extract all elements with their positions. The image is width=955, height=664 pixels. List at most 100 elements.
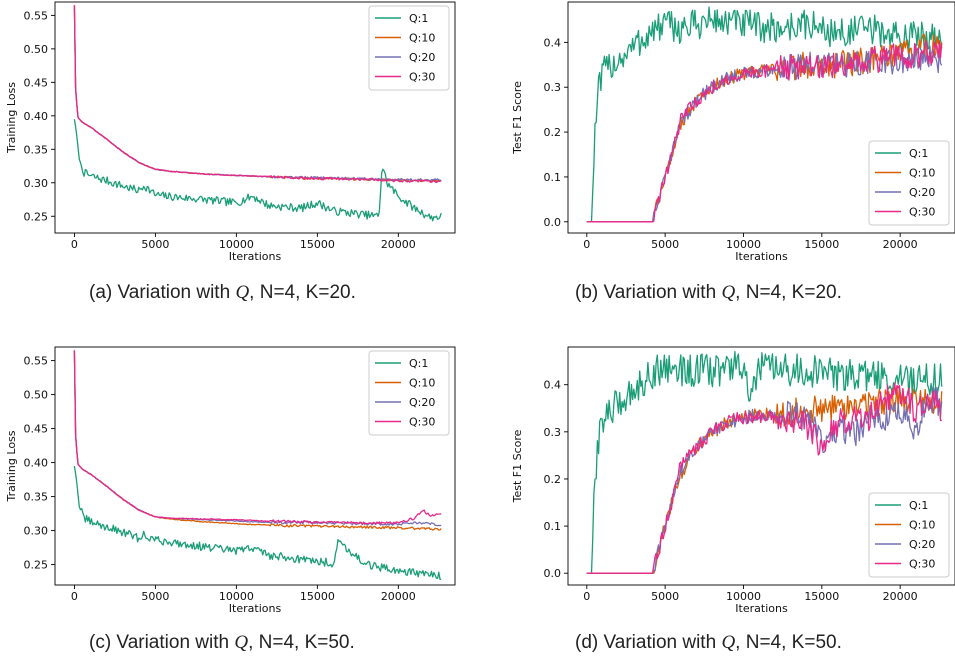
y-tick-label: 0.45 [24,423,49,436]
y-tick-label: 0.0 [544,567,562,580]
legend-label: Q:20 [409,51,435,64]
x-axis-title: Iterations [735,602,788,615]
x-tick-label: 10000 [219,590,254,603]
y-axis-title: Training Loss [5,82,18,154]
caption-c-prefix: (c) Variation with [89,632,235,653]
legend-label: Q:1 [409,12,428,25]
caption-b-prefix: (b) Variation with [575,282,722,303]
y-tick-label: 0.25 [24,210,49,223]
caption-b-q: Q [721,282,736,303]
caption-d-q: Q [721,632,736,653]
series-line-Q1 [586,351,943,574]
y-tick-label: 0.25 [24,559,49,572]
series-line-Q30 [73,350,442,525]
y-tick-label: 0.3 [544,426,562,439]
series-line-Q30 [586,40,943,223]
y-axis-title: Test F1 Score [511,429,524,503]
y-tick-label: 0.55 [24,355,49,368]
y-tick-label: 0.35 [24,491,49,504]
y-tick-label: 0.50 [24,43,49,56]
x-axis-title: Iterations [735,250,788,263]
x-tick-label: 15000 [804,590,839,603]
legend-label: Q:30 [909,206,935,219]
plot-frame [54,1,456,234]
x-tick-label: 0 [71,590,78,603]
y-tick-label: 0.50 [24,389,49,402]
y-tick-label: 0.40 [24,110,49,123]
plot-frame [567,346,955,586]
caption-a-suffix: , N=4, K=20. [249,282,356,303]
x-tick-label: 20000 [883,238,918,251]
y-tick-label: 0.30 [24,177,49,190]
legend-label: Q:1 [909,499,928,512]
y-tick-label: 0.1 [544,520,562,533]
panel-d: 0 5000 10000 15000 20000 0.0 0.1 0.2 0.3 0.4 Itera… [485,343,955,618]
x-axis-title: Iterations [229,602,282,615]
x-tick-label: 5000 [141,590,169,603]
legend-label: Q:1 [909,147,928,160]
x-tick-label: 5000 [141,238,169,251]
caption-a-q: Q [235,282,250,303]
legend-label: Q:10 [909,167,935,180]
y-tick-label: 0.0 [544,216,562,229]
caption-c: (c) Variation with Q, N=4, K=50. [89,632,355,654]
panel-c: 0 5000 10000 15000 20000 0.25 0.30 0.35 0.40 0.45… [0,343,470,618]
legend-label: Q:20 [409,396,435,409]
y-axis-title: Test F1 Score [511,81,524,155]
x-tick-label: 15000 [300,238,335,251]
legend: Q:1 Q:10 Q:20 Q:30 [868,492,950,578]
y-tick-label: 0.55 [24,9,49,22]
y-tick-label: 0.1 [544,171,562,184]
x-tick-label: 15000 [300,590,335,603]
series-line-Q1 [73,465,442,581]
y-tick-label: 0.30 [24,525,49,538]
y-tick-label: 0.45 [24,76,49,89]
x-axis-title: Iterations [229,250,282,263]
x-tick-label: 15000 [804,238,839,251]
chart-c: 0 5000 10000 15000 20000 0.25 0.30 0.35 0.40 0.45… [5,346,456,615]
caption-d-suffix: , N=4, K=50. [735,632,842,653]
x-tick-label: 5000 [651,590,679,603]
caption-c-q: Q [234,632,249,653]
x-tick-label: 0 [583,238,590,251]
chart-d: 0 5000 10000 15000 20000 0.0 0.1 0.2 0.3 0.4 Itera… [511,346,955,615]
plot-frame [54,346,456,586]
x-tick-label: 5000 [651,238,679,251]
legend-box [368,5,450,91]
x-tick-label: 10000 [726,590,761,603]
y-tick-label: 0.40 [24,457,49,470]
legend-label: Q:10 [409,32,435,45]
y-tick-label: 0.3 [544,81,562,94]
y-tick-label: 0.2 [544,126,562,139]
series-line-Q30 [73,5,442,184]
x-tick-label: 0 [71,238,78,251]
caption-d: (d) Variation with Q, N=4, K=50. [575,632,842,654]
x-tick-label: 20000 [381,590,416,603]
series-line-Q1 [73,119,442,222]
y-tick-label: 0.2 [544,473,562,486]
x-tick-label: 0 [583,590,590,603]
panel-a: 0 5000 10000 15000 20000 0.25 0.30 0.35 0.40 0.45… [0,0,470,270]
legend-label: Q:10 [409,377,435,390]
caption-a-prefix: (a) Variation with [89,282,236,303]
plot-frame [567,1,955,234]
chart-a: 0 5000 10000 15000 20000 0.25 0.30 0.35 0.40 0.45… [5,1,456,263]
y-tick-label: 0.4 [544,36,562,49]
panel-b: 0 5000 10000 15000 20000 0.0 0.1 0.2 0.3 0.4 Itera… [485,0,955,270]
series-line-Q1 [586,6,943,223]
legend-label: Q:20 [909,538,935,551]
legend-label: Q:30 [409,71,435,84]
x-tick-label: 20000 [381,238,416,251]
legend-label: Q:30 [909,558,935,571]
x-tick-label: 10000 [219,238,254,251]
caption-d-prefix: (d) Variation with [575,632,722,653]
caption-c-suffix: , N=4, K=50. [248,632,355,653]
legend-box [868,140,950,226]
chart-b: 0 5000 10000 15000 20000 0.0 0.1 0.2 0.3 0.4 Itera… [511,1,955,263]
legend-label: Q:1 [409,357,428,370]
legend: Q:1 Q:10 Q:20 Q:30 [368,5,450,91]
legend-box [868,492,950,578]
legend-label: Q:20 [909,186,935,199]
y-tick-label: 0.4 [544,379,562,392]
legend: Q:1 Q:10 Q:20 Q:30 [868,140,950,226]
